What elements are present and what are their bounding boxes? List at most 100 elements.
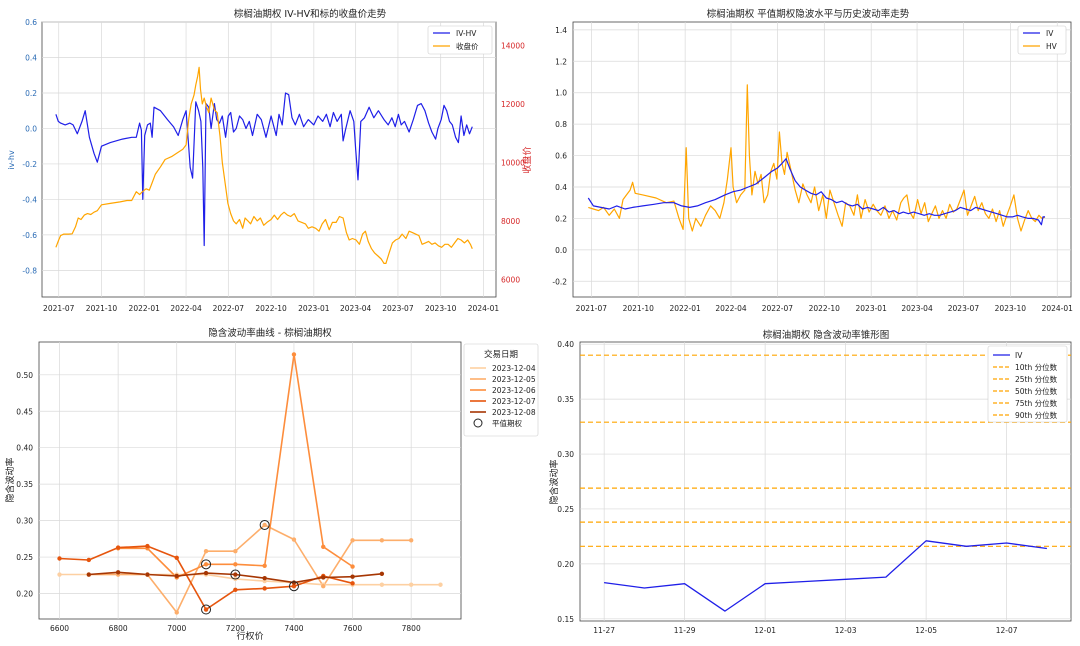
y-tick-label: -0.2 xyxy=(552,277,567,286)
series-lines xyxy=(587,84,1046,232)
y-tick-label: 0.35 xyxy=(557,395,574,404)
y-tick-labels: 1.4 1.2 1.0 0.8 0.6 0.4 0.2 0.0 -0.2 xyxy=(552,26,567,286)
legend: IV-HV 收盘价 xyxy=(427,25,493,55)
y-axis-label: 隐含波动率 xyxy=(4,457,16,502)
x-tick-label: 2023-04 xyxy=(340,304,372,313)
legend: IV 10th 分位数 25th 分位数 50th 分位数 75th 分位数 90th 分… xyxy=(987,345,1068,423)
series-marker-2023-12-05 xyxy=(291,537,297,542)
y2-tick-label: 14000 xyxy=(501,41,525,50)
series-marker-2023-12-05 xyxy=(233,549,238,554)
y-tick-label: 1.0 xyxy=(555,89,567,98)
series-line-iv xyxy=(604,540,1047,612)
x-tick-label: 2022-04 xyxy=(715,304,747,313)
plot-frame xyxy=(572,21,1072,298)
plot-frame xyxy=(579,341,1072,622)
legend-label-2023-12-07: 2023-12-07 xyxy=(492,397,536,406)
series-marker-2023-12-05 xyxy=(350,538,355,543)
x-tick-label: 2023-04 xyxy=(901,304,933,313)
chart-iv-hv-close: 棕榈油期权 IV-HV和标的收盘价走势 2021-07 2021-10 2022-0… xyxy=(7,8,533,313)
series-marker-2023-12-07 xyxy=(291,583,297,589)
series-line-2023-12-07 xyxy=(59,545,353,611)
x-tick-labels: 2021-07 2021-10 2022-01 2022-04 2022-07 2022-… xyxy=(576,304,1073,313)
y-tick-label: 0.2 xyxy=(555,214,567,223)
series-marker-2023-12-06 xyxy=(203,562,209,567)
series-marker-2023-12-07 xyxy=(86,557,92,563)
x-tick-label: 12-05 xyxy=(915,626,937,635)
series-marker-2023-12-05 xyxy=(379,538,385,543)
legend: IV HV xyxy=(1017,25,1067,55)
legend-label: 25th 分位数 xyxy=(1015,374,1058,384)
series-marker-2023-12-05 xyxy=(408,538,414,543)
x-tick-label: 2021-07 xyxy=(576,304,608,313)
y-tick-label: 0.45 xyxy=(16,407,33,416)
legend-label: IV xyxy=(1015,351,1023,360)
series-marker-2023-12-05 xyxy=(203,549,209,554)
atm-marker xyxy=(288,581,299,592)
series-line-iv xyxy=(587,158,1045,226)
x-tick-label: 2023-01 xyxy=(298,304,330,313)
series-marker-2023-12-08 xyxy=(86,572,92,577)
legend-items: IV 10th 分位数 25th 分位数 50th 分位数 75th 分位数 90th 分… xyxy=(993,351,1058,420)
series-marker-2023-12-04 xyxy=(408,582,414,587)
series-line-iv-hv xyxy=(55,92,473,247)
x-tick-label: 2022-07 xyxy=(213,304,245,313)
y-tick-label: -0.2 xyxy=(22,160,37,169)
series-lines xyxy=(604,540,1047,612)
series-marker-2023-12-08 xyxy=(203,570,209,576)
y-axis-label: iv-hv xyxy=(7,150,16,170)
series-line-hv xyxy=(588,84,1046,232)
x-tick-label: 7800 xyxy=(402,624,421,633)
legend-label: 10th 分位数 xyxy=(1015,362,1058,372)
series-marker-2023-12-08 xyxy=(262,575,267,581)
y2-tick-label: 6000 xyxy=(501,275,520,284)
legend-label-atm: 平值期权 xyxy=(492,418,522,428)
x-tick-labels: 11-27 11-29 12-01 12-03 12-05 12-07 xyxy=(593,626,1017,635)
x-tick-label: 2022-01 xyxy=(669,304,701,313)
chart-title: 棕榈油期权 IV-HV和标的收盘价走势 xyxy=(234,8,387,20)
y-tick-label: 1.4 xyxy=(555,26,567,35)
x-tick-label: 2022-07 xyxy=(762,304,794,313)
atm-marker xyxy=(201,559,212,570)
legend-atm-swatch xyxy=(473,418,483,428)
y-tick-label: 0.20 xyxy=(557,560,574,569)
x-tick-label: 2022-01 xyxy=(129,304,161,313)
chart-title: 棕榈油期权 隐含波动率锥形图 xyxy=(763,329,890,341)
y-tick-label: 0.6 xyxy=(555,152,567,161)
x-tick-label: 12-03 xyxy=(835,626,857,635)
atm-marker xyxy=(201,604,212,615)
y-tick-label: 0.15 xyxy=(557,615,574,624)
x-tick-label: 2023-01 xyxy=(856,304,888,313)
series-marker-2023-12-06 xyxy=(321,544,326,550)
y2-axis-label: 收盘价 xyxy=(521,146,533,173)
series-marker-2023-12-07 xyxy=(262,586,267,591)
legend-title: 交易日期 xyxy=(484,349,518,360)
series-marker-2023-12-06 xyxy=(262,563,267,568)
x-tick-label: 2021-10 xyxy=(86,304,118,313)
series-markers xyxy=(57,352,443,615)
series-marker-2023-12-04 xyxy=(57,572,62,577)
series-marker-2023-12-05 xyxy=(321,583,326,589)
y-tick-label: 0.30 xyxy=(16,517,33,526)
y-tick-label: -0.6 xyxy=(22,231,37,240)
series-marker-2023-12-08 xyxy=(379,571,385,577)
plot-frame xyxy=(38,341,462,620)
x-tick-label: 11-29 xyxy=(674,626,696,635)
series-marker-2023-12-04 xyxy=(438,582,443,587)
x-tick-label: 12-01 xyxy=(754,626,776,635)
y-tick-labels: 0.40 0.35 0.30 0.25 0.20 0.15 xyxy=(557,340,574,624)
legend-label: 50th 分位数 xyxy=(1015,386,1058,396)
series-marker-2023-12-08 xyxy=(350,574,355,579)
y-tick-label: 0.35 xyxy=(16,480,33,489)
legend-label-hv: HV xyxy=(1046,42,1058,51)
legend-label-2023-12-04: 2023-12-04 xyxy=(492,364,536,373)
y2-tick-label: 8000 xyxy=(501,217,520,226)
series-marker-2023-12-07 xyxy=(145,543,150,549)
series-marker-2023-12-08 xyxy=(291,580,297,585)
x-tick-label: 2024-01 xyxy=(1042,304,1074,313)
x-axis-label: 行权价 xyxy=(236,630,263,642)
series-marker-2023-12-07 xyxy=(174,555,179,560)
x-tick-label: 7600 xyxy=(343,624,362,633)
x-tick-label: 2023-07 xyxy=(382,304,414,313)
x-tick-label: 2023-10 xyxy=(425,304,457,313)
